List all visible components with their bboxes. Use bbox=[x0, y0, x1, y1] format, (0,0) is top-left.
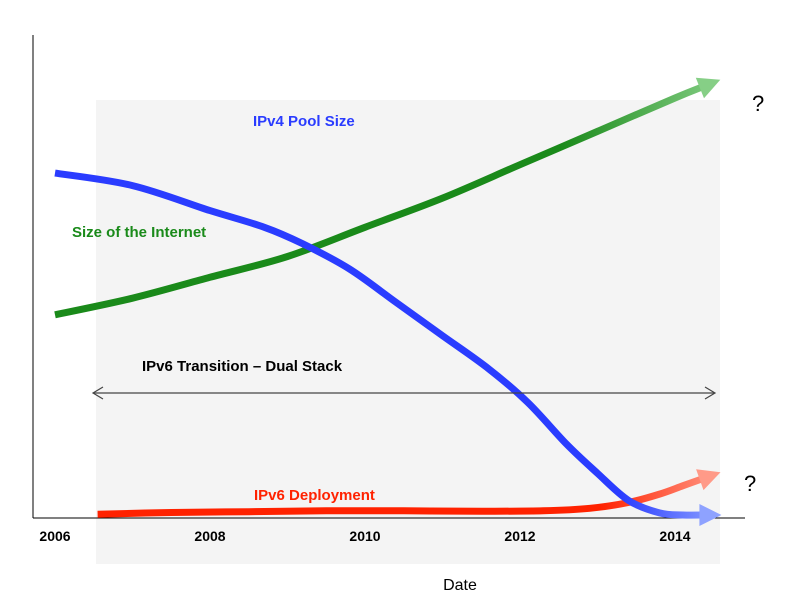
dual-stack-arrow-left-head bbox=[91, 386, 104, 400]
question-mark-internet: ? bbox=[752, 91, 764, 116]
size-of-internet-line bbox=[54, 82, 708, 319]
ipv6-deployment-arrowhead bbox=[696, 469, 721, 491]
series-group bbox=[54, 77, 722, 526]
dual-stack-arrow-right-head bbox=[704, 386, 717, 400]
question-mark-ipv6: ? bbox=[744, 471, 756, 496]
x-tick-labels: 2006 2008 2010 2012 2014 bbox=[39, 528, 690, 544]
x-tick-label: 2012 bbox=[504, 528, 535, 544]
size-of-internet-arrowhead bbox=[695, 77, 721, 99]
x-tick-label: 2008 bbox=[194, 528, 225, 544]
x-tick-label: 2006 bbox=[39, 528, 70, 544]
series-labels: IPv4 Pool Size Size of the Internet IPv6 D… bbox=[72, 113, 375, 504]
x-tick-label: 2014 bbox=[659, 528, 690, 544]
ipv4-pool-size-label: IPv4 Pool Size bbox=[253, 113, 355, 130]
background-band bbox=[96, 100, 720, 564]
dual-stack-annotation: IPv6 Transition – Dual Stack bbox=[91, 358, 717, 400]
dual-stack-label: IPv6 Transition – Dual Stack bbox=[142, 358, 343, 375]
ipv6-deployment-label: IPv6 Deployment bbox=[254, 487, 375, 504]
ipv4-pool-size-line bbox=[54, 169, 707, 519]
x-axis-title: Date bbox=[443, 577, 477, 594]
size-of-internet-label: Size of the Internet bbox=[72, 224, 206, 241]
ipv4-pool-size-arrowhead bbox=[699, 504, 722, 526]
x-tick-label: 2010 bbox=[349, 528, 380, 544]
ipv6-deployment-line bbox=[97, 474, 708, 518]
